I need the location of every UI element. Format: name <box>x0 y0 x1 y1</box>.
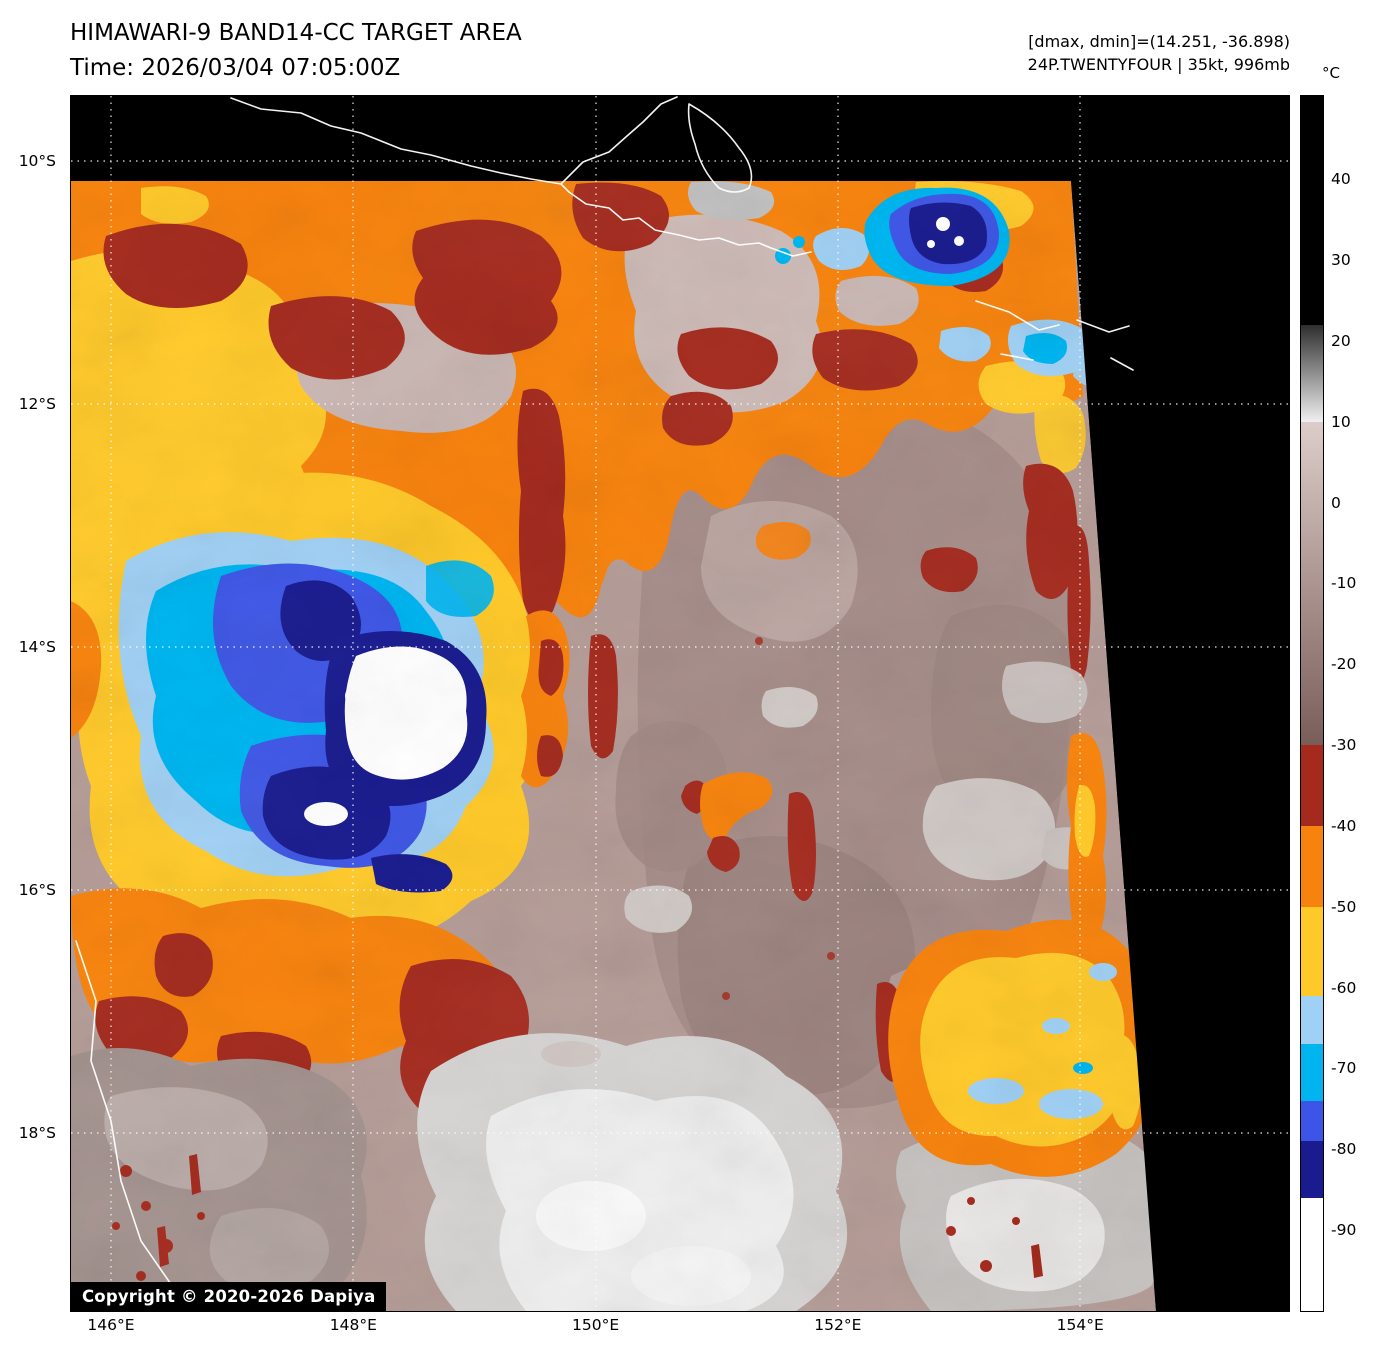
colorbar-segment <box>1301 995 1323 1045</box>
lon-tick-label: 148°E <box>329 1316 377 1334</box>
lat-axis: 10°S 12°S 14°S 16°S 18°S <box>0 96 64 1311</box>
colorbar-tick-label: -10 <box>1331 574 1357 593</box>
colorbar-segment <box>1301 906 1323 996</box>
colorbar-tick-label: -30 <box>1331 736 1357 755</box>
graticule <box>71 96 1289 1311</box>
lon-tick-label: 152°E <box>814 1316 862 1334</box>
colorbar-segment <box>1301 1100 1323 1142</box>
dmax-dmin-readout: [dmax, dmin]=(14.251, -36.898) <box>1028 32 1290 51</box>
colorbar-tick-label: 40 <box>1331 170 1351 189</box>
title-block: HIMAWARI-9 BAND14-CC TARGET AREA Time: 2… <box>70 16 522 85</box>
colorbar-segment <box>1301 324 1323 422</box>
lat-tick-label: 18°S <box>18 1124 56 1142</box>
colorbar-segment <box>1301 421 1323 746</box>
lon-axis: 146°E 148°E 150°E 152°E 154°E <box>71 1316 1289 1342</box>
colorbar-tick-label: 10 <box>1331 412 1351 431</box>
colorbar-tick-label: 0 <box>1331 493 1341 512</box>
colorbar-tick-label: 20 <box>1331 331 1351 350</box>
colorbar-tick-label: -70 <box>1331 1059 1357 1078</box>
copyright-badge: Copyright © 2020-2026 Dapiya <box>71 1282 387 1311</box>
page-title: HIMAWARI-9 BAND14-CC TARGET AREA <box>70 20 522 46</box>
satellite-map <box>71 96 1289 1311</box>
lat-tick-label: 16°S <box>18 881 56 899</box>
lat-tick-label: 12°S <box>18 395 56 413</box>
meta-block: [dmax, dmin]=(14.251, -36.898) 24P.TWENT… <box>1028 30 1290 76</box>
colorbar-ticks: 40 30 20 10 0 -10 -20 -30 -40 -50 -60 -70 -80 -90 <box>1331 96 1381 1311</box>
map-plot: Copyright © 2020-2026 Dapiya <box>70 95 1290 1312</box>
colorbar-unit-label: °C <box>1322 64 1340 82</box>
colorbar-segment <box>1301 825 1323 907</box>
colorbar-segment <box>1301 745 1323 826</box>
lon-tick-label: 150°E <box>572 1316 620 1334</box>
storm-info: 24P.TWENTYFOUR | 35kt, 996mb <box>1027 55 1290 75</box>
colorbar-tick-label: -80 <box>1331 1140 1357 1159</box>
colorbar-tick-label: -20 <box>1331 655 1357 674</box>
lat-tick-label: 10°S <box>18 152 56 170</box>
colorbar-tick-label: 30 <box>1331 251 1351 270</box>
colorbar-gradient <box>1300 95 1324 1312</box>
timestamp: Time: 2026/03/04 07:05:00Z <box>70 54 401 81</box>
colorbar-segment <box>1301 1044 1323 1101</box>
colorbar-segment <box>1301 1197 1323 1311</box>
lon-tick-label: 146°E <box>87 1316 135 1334</box>
lat-tick-label: 14°S <box>18 638 56 656</box>
colorbar-segment <box>1301 1141 1323 1198</box>
colorbar-tick-label: -90 <box>1331 1221 1357 1240</box>
ir-imagery <box>71 181 1156 1311</box>
coastlines <box>75 96 1134 1311</box>
colorbar-segment <box>1301 96 1323 325</box>
colorbar-tick-label: -40 <box>1331 816 1357 835</box>
colorbar-tick-label: -50 <box>1331 897 1357 916</box>
colorbar-tick-label: -60 <box>1331 978 1357 997</box>
lon-tick-label: 154°E <box>1056 1316 1104 1334</box>
